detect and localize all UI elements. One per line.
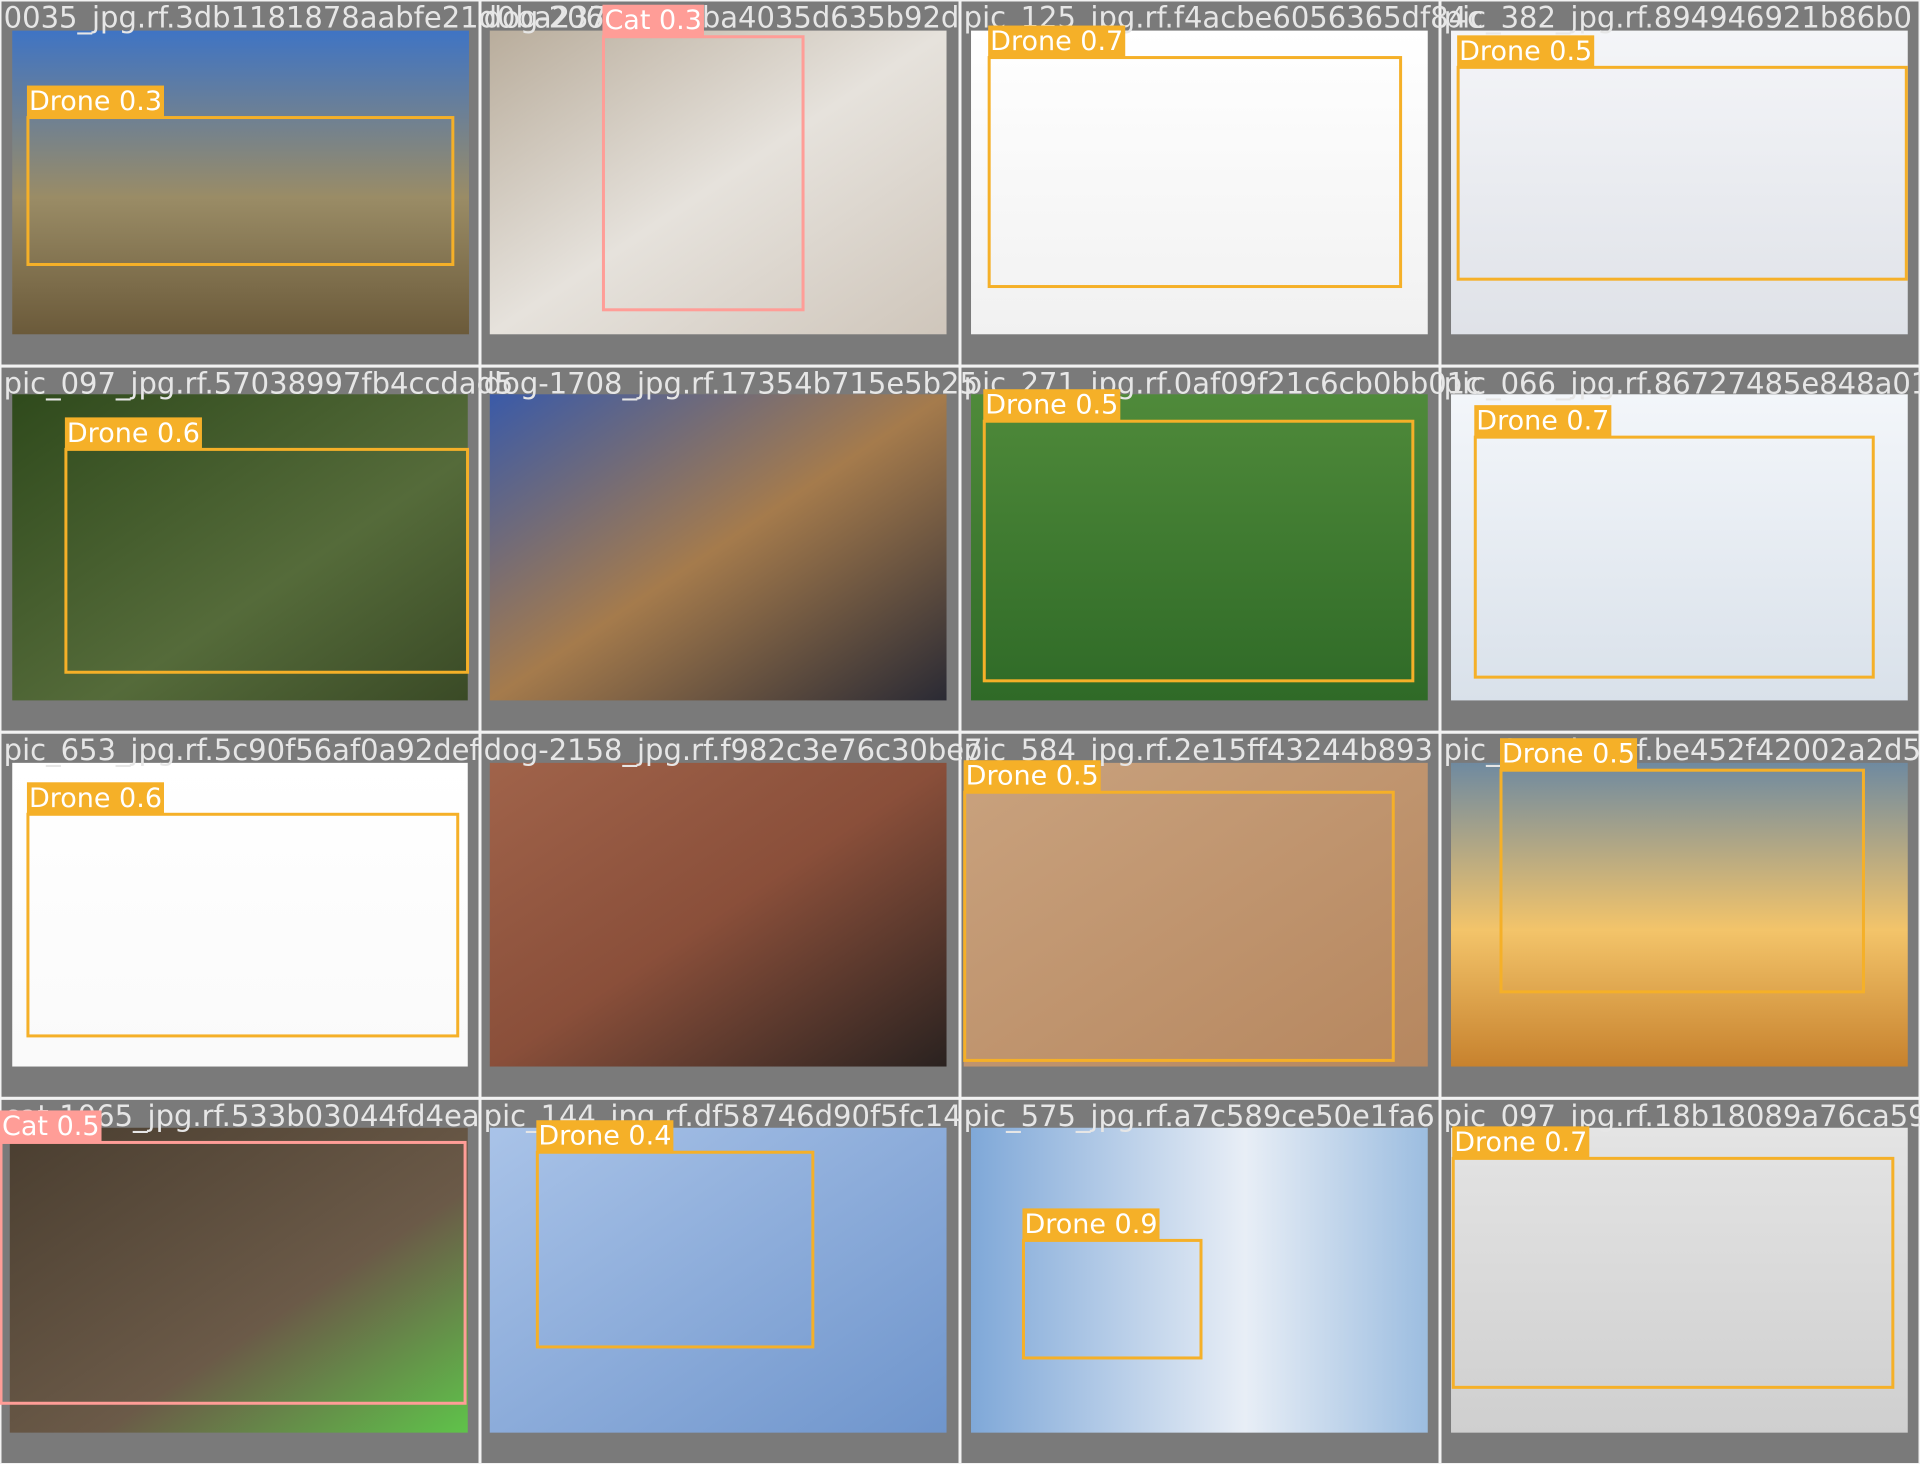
- detections: Drone 0.3 Cat 0.3 Drone 0.7 Drone 0.5 Drone …: [0, 4, 1908, 1405]
- detection-label: Drone 0.5: [1502, 739, 1635, 770]
- label-background: [0, 1110, 102, 1143]
- detection-label: Drone 0.5: [1459, 36, 1592, 67]
- bounding-box: [963, 790, 1395, 1062]
- label-background: [1457, 35, 1595, 68]
- detection-label: Drone 0.4: [538, 1121, 671, 1152]
- filename: pic_066_jpg.rf.86727485e848a01fa: [1444, 367, 1920, 401]
- detection-label: Drone 0.7: [1454, 1127, 1587, 1158]
- detection-label: Drone 0.9: [1024, 1209, 1157, 1240]
- image: [971, 394, 1428, 701]
- detection-label: Drone 0.6: [67, 418, 200, 449]
- bounding-box: [1451, 1156, 1895, 1389]
- label-background: [26, 85, 165, 118]
- filename: dog-1708_jpg.rf.17354b715e5b25: [484, 367, 978, 401]
- detection-label: Drone 0.3: [29, 86, 162, 117]
- filename: dog-206_jpg.rf.ba4035d635b92d: [484, 1, 960, 35]
- image: [12, 30, 469, 335]
- image: [1451, 1127, 1908, 1433]
- detection-label: Cat 0.5: [2, 1111, 100, 1142]
- bounding-box: [26, 116, 455, 266]
- filename: pic_575_jpg.rf.a7c589ce50e1fa6: [964, 1099, 1435, 1133]
- bounding-box: [1456, 65, 1908, 281]
- label-background: [26, 782, 165, 815]
- label-background: [988, 25, 1126, 58]
- filename: pic_382_jpg.rf.894946921b86b0: [1444, 1, 1912, 35]
- bounding-box: [26, 812, 460, 1038]
- label-background: [64, 417, 202, 450]
- label-background: [536, 1120, 674, 1153]
- filename: dog-2158_jpg.rf.f982c3e76c30be7: [484, 733, 983, 767]
- image: [489, 394, 947, 701]
- image: [489, 1127, 947, 1433]
- image: [971, 30, 1428, 335]
- detection-label: Drone 0.5: [985, 390, 1118, 421]
- image: [9, 1127, 468, 1433]
- image: [489, 762, 947, 1067]
- image: [489, 30, 947, 335]
- label-background: [1500, 738, 1638, 771]
- bounding-box: [64, 447, 470, 674]
- detection-label: Cat 0.3: [604, 5, 702, 36]
- label-background: [963, 760, 1101, 793]
- image: [971, 1127, 1428, 1433]
- bounding-box: [1473, 435, 1875, 679]
- image: [1451, 762, 1908, 1067]
- image: [963, 762, 1428, 1067]
- filename: pic_653_jpg.rf.5c90f56af0a92def: [4, 733, 481, 767]
- filename: 0035_jpg.rf.3db1181878aabfe21d0ba237: [4, 1, 607, 35]
- detection-label: Drone 0.6: [29, 783, 162, 814]
- bounding-box: [0, 1140, 467, 1405]
- bounding-box: [982, 419, 1415, 683]
- label-background: [1022, 1208, 1160, 1241]
- label-background: [983, 389, 1121, 422]
- label-background: [1452, 1126, 1590, 1159]
- bounding-box: [1499, 768, 1865, 994]
- detection-label: Drone 0.5: [966, 761, 1099, 792]
- bounding-box: [987, 56, 1403, 289]
- label-background: [1474, 405, 1612, 438]
- detection-label: Drone 0.7: [990, 26, 1123, 57]
- bounding-box: [535, 1150, 815, 1349]
- detection-label: Drone 0.7: [1476, 406, 1609, 437]
- filename: pic_097_jpg.rf.57038997fb4ccdad5: [4, 367, 514, 401]
- image: [1451, 30, 1908, 335]
- label-background: [602, 4, 704, 37]
- image: [1451, 394, 1908, 701]
